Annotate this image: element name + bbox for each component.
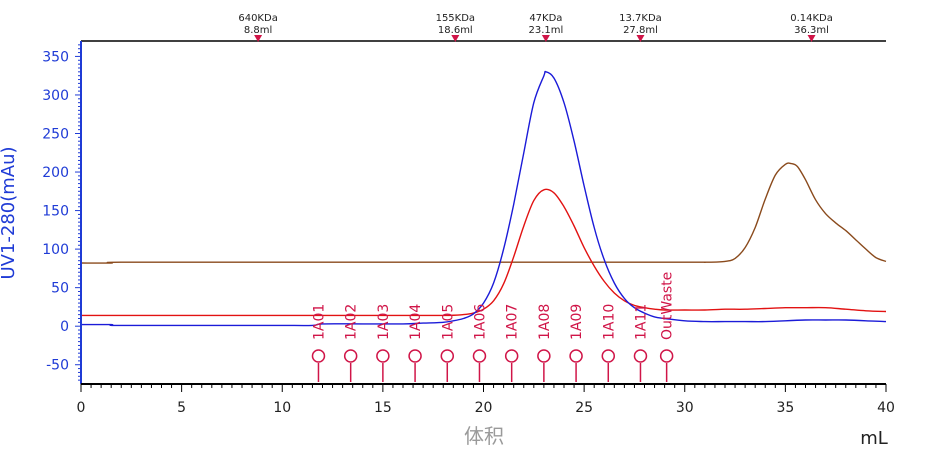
mw-marker-ml-label: 36.3ml <box>794 25 829 36</box>
x-tick-label: 35 <box>776 400 794 416</box>
y-tick-label: 0 <box>60 319 69 335</box>
mw-marker-ml-label: 18.6ml <box>438 25 473 36</box>
x-axis-title: mL <box>860 428 888 449</box>
brown-trace <box>80 162 887 264</box>
fraction-circle <box>376 349 390 363</box>
mw-marker-triangle <box>807 35 816 42</box>
fraction-marker: 1A06 <box>472 304 488 382</box>
y-tick-label: 350 <box>42 49 69 65</box>
y-tick-label: 50 <box>51 281 69 297</box>
fraction-label: 1A07 <box>505 304 521 340</box>
y-tick-label: 250 <box>42 126 69 142</box>
fraction-circle <box>601 349 616 363</box>
mw-marker-triangle <box>254 35 263 42</box>
mw-marker-kda-label: 640KDa <box>238 13 277 24</box>
mw-marker-kda-label: 47KDa <box>529 13 562 24</box>
fraction-label: 1A04 <box>408 304 424 340</box>
fraction-circle <box>504 349 519 363</box>
fraction-circle <box>569 349 583 363</box>
fraction-marker: 1A11 <box>633 304 649 382</box>
mw-marker-ml-label: 8.8ml <box>244 25 272 36</box>
fraction-label: 1A02 <box>344 304 360 340</box>
y-axis-title: UV1-280(mAu) <box>0 146 19 279</box>
mw-marker-kda-label: 0.14KDa <box>790 13 833 24</box>
x-axis: 0 5 10 15 20 25 30 35 40 <box>77 383 895 416</box>
fraction-marker: 1A01 <box>311 304 327 382</box>
mw-marker-triangle <box>451 35 460 42</box>
fraction-circle <box>343 349 358 363</box>
y-tick-label: 200 <box>42 165 69 181</box>
fraction-label: 1A08 <box>537 304 553 340</box>
fraction-markers: 1A01 1A02 1A03 1A04 1A05 1A06 1A07 1A08 1A09 1A10… <box>311 272 676 382</box>
fraction-marker: 1A03 <box>376 304 392 382</box>
fraction-circle <box>633 349 648 363</box>
x-tick-label: 30 <box>676 400 694 416</box>
fraction-circle <box>472 349 487 363</box>
mw-marker-triangle <box>541 35 550 42</box>
fraction-label: 1A05 <box>440 304 456 340</box>
fraction-circle <box>659 349 674 363</box>
x-tick-label: 10 <box>273 400 291 416</box>
fraction-circle <box>440 349 455 363</box>
mw-marker-triangle <box>636 35 645 42</box>
mw-marker-kda-label: 13.7KDa <box>619 13 662 24</box>
fraction-marker: 1A05 <box>440 304 456 382</box>
x-tick-label: 15 <box>374 400 392 416</box>
fraction-marker: 1A10 <box>601 304 617 382</box>
x-tick-label: 25 <box>575 400 593 416</box>
y-tick-label: 300 <box>42 88 69 104</box>
fraction-label: 1A11 <box>633 304 649 340</box>
fraction-label: 1A10 <box>601 304 617 340</box>
x-tick-label: 5 <box>177 400 186 416</box>
fraction-marker: 1A02 <box>344 304 360 382</box>
fraction-marker: 1A08 <box>537 304 553 382</box>
mw-marker-kda-label: 155KDa <box>436 13 475 24</box>
fraction-marker: 1A09 <box>569 304 585 382</box>
fraction-marker: 1A04 <box>408 304 424 382</box>
fraction-label: 1A09 <box>569 304 585 340</box>
fraction-circle <box>408 349 422 363</box>
fraction-circle <box>311 349 326 363</box>
mw-marker-ml-label: 23.1ml <box>528 25 563 36</box>
mw-marker-ml-label: 27.8ml <box>623 25 658 36</box>
fraction-label: 1A01 <box>311 304 327 340</box>
y-axis: -50 0 50 100 150 200 250 300 350 <box>42 41 82 384</box>
fraction-circle <box>537 349 551 363</box>
x-tick-label: 40 <box>877 400 895 416</box>
fraction-marker: 1A07 <box>505 304 521 382</box>
fraction-label: 1A06 <box>472 304 488 340</box>
y-tick-label: -50 <box>46 358 69 374</box>
fraction-label: OutWaste <box>660 272 676 340</box>
red-trace <box>80 188 887 317</box>
y-tick-label: 150 <box>42 204 69 220</box>
uv280-trace <box>80 70 887 327</box>
x-tick-label: 20 <box>475 400 493 416</box>
x-axis-title-secondary: 体积 <box>464 424 504 448</box>
y-tick-label: 100 <box>42 242 69 258</box>
x-tick-label: 0 <box>77 400 86 416</box>
fraction-label: 1A03 <box>376 304 392 340</box>
fraction-marker: OutWaste <box>660 272 676 382</box>
chromatogram-traces <box>80 70 887 327</box>
